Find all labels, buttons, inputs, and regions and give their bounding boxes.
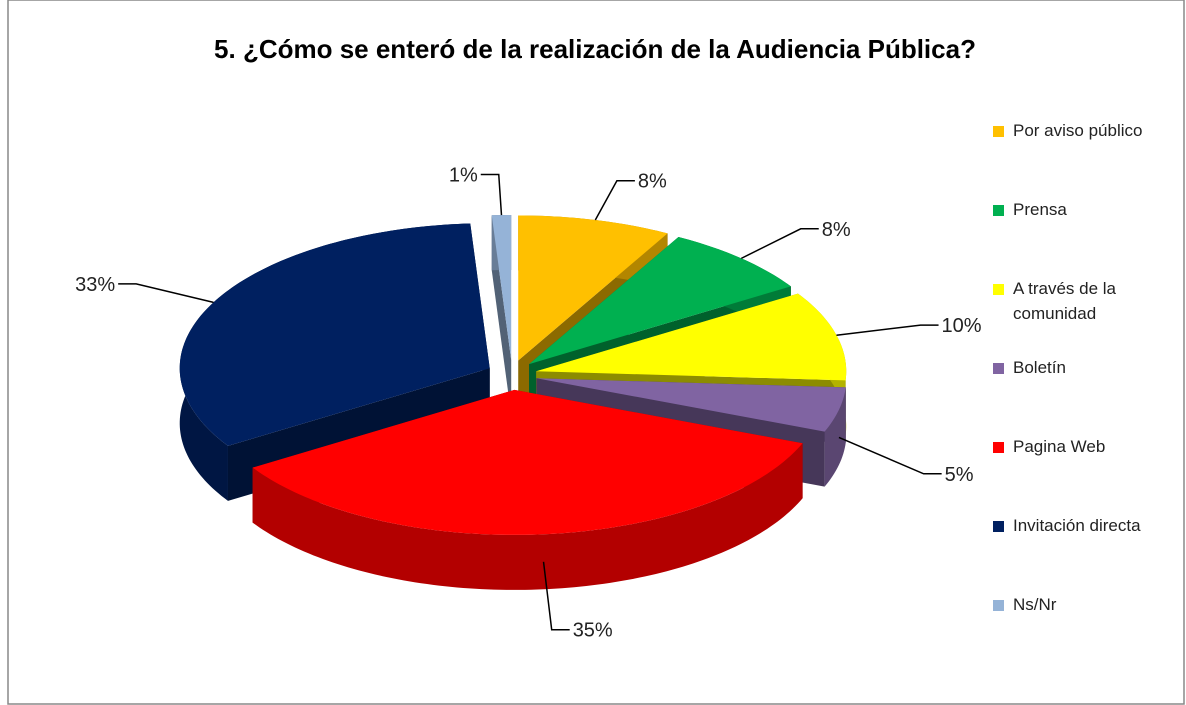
data-label: 33% — [75, 274, 115, 296]
leader-line — [836, 324, 939, 336]
slice-top — [252, 389, 803, 535]
legend-swatch — [993, 363, 1004, 374]
data-label: 8% — [822, 219, 851, 241]
leader-line — [740, 228, 819, 260]
slice — [491, 215, 512, 416]
leader-line — [594, 179, 635, 221]
legend-item: A través de la comunidad — [993, 276, 1153, 326]
legend-label: Invitación directa — [1013, 516, 1141, 535]
slice-top — [529, 237, 791, 365]
legend-swatch — [993, 284, 1004, 295]
leader-line — [480, 173, 503, 216]
slice-wall — [252, 443, 803, 590]
legend-item: Invitación directa — [993, 513, 1153, 538]
slice-top — [536, 293, 847, 381]
slice-top — [179, 223, 490, 446]
chart-title: 5. ¿Cómo se enteró de la realización de … — [214, 34, 976, 64]
slice — [252, 389, 803, 590]
legend-swatch — [993, 205, 1004, 216]
data-label: 35% — [573, 620, 613, 642]
slice-top — [536, 378, 846, 432]
slice-top — [518, 215, 668, 361]
leader-line — [118, 283, 214, 304]
legend-label: A través de la comunidad — [1013, 279, 1117, 323]
legend-label: Boletín — [1013, 358, 1066, 377]
leader-line — [542, 561, 570, 631]
legend-item: Ns/Nr — [993, 592, 1153, 617]
leader-line — [838, 436, 942, 475]
slice-wall — [824, 387, 846, 487]
legend-swatch — [993, 521, 1004, 532]
legend-label: Prensa — [1013, 200, 1067, 219]
legend-item: Boletín — [993, 355, 1153, 380]
legend-swatch — [993, 442, 1004, 453]
legend-item: Pagina Web — [993, 434, 1153, 459]
legend-label: Por aviso público — [1013, 121, 1143, 140]
data-label: 5% — [945, 464, 974, 486]
data-label: 10% — [942, 315, 982, 337]
slice-top — [491, 215, 512, 361]
legend-swatch — [993, 126, 1004, 137]
data-label: 1% — [449, 164, 478, 186]
legend-item: Prensa — [993, 197, 1153, 222]
legend-swatch — [993, 600, 1004, 611]
legend-item: Por aviso público — [993, 118, 1153, 143]
data-label: 8% — [638, 171, 667, 193]
legend-label: Pagina Web — [1013, 437, 1106, 456]
legend-label: Ns/Nr — [1013, 595, 1057, 614]
